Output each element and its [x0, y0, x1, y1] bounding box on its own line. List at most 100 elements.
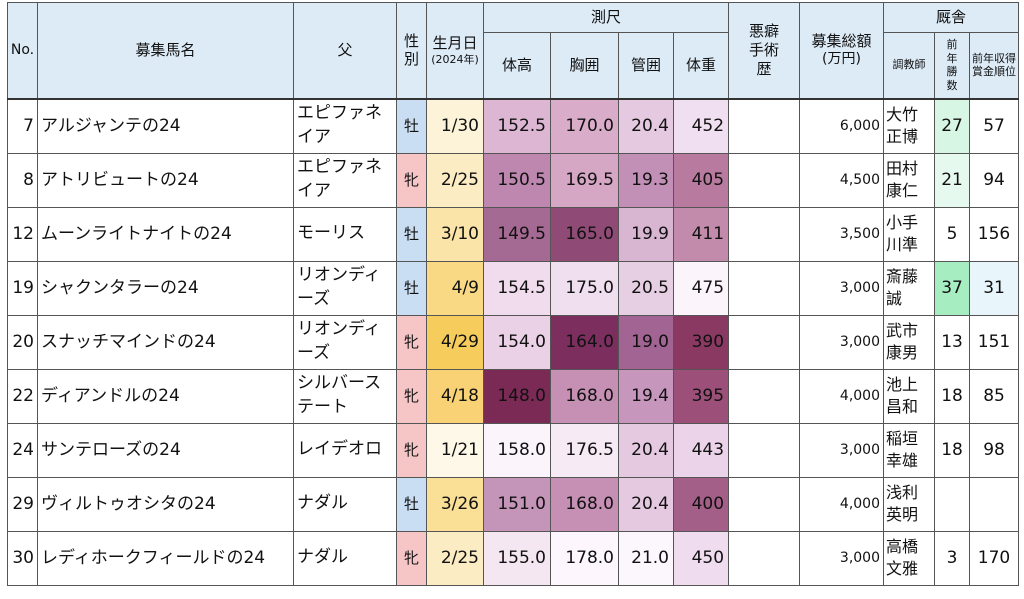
cell-trainer: 高橋文雅 [883, 530, 936, 586]
cell-no: 22 [7, 368, 38, 424]
header-cannon: 管囲 [618, 32, 674, 99]
header-weight: 体重 [672, 32, 730, 99]
cell-weight: 400 [672, 476, 730, 532]
cell-name: スナッチマインドの24 [37, 314, 294, 370]
cell-rank: 57 [969, 97, 1020, 154]
cell-cannon: 19.0 [618, 314, 674, 370]
header-fee-label: 募集総額 [811, 32, 872, 51]
header-no: No. [7, 2, 38, 99]
cell-surgery [728, 97, 801, 154]
cell-no: 7 [7, 97, 38, 154]
cell-no: 29 [7, 476, 38, 532]
cell-height: 155.0 [483, 530, 551, 586]
header-girth: 胸囲 [550, 32, 619, 99]
cell-no: 12 [7, 206, 38, 262]
cell-rank: 98 [969, 422, 1020, 478]
cell-rank: 156 [969, 206, 1020, 262]
table-row: 12 ムーンライトナイトの24 モーリス牡 3/10 149.5 165.0 19.9 411… [7, 206, 1020, 262]
cell-surgery [728, 476, 801, 532]
cell-girth: 176.5 [550, 422, 619, 478]
header-wins: 前年勝数 [934, 32, 971, 99]
cell-height: 152.5 [483, 97, 551, 154]
table-body: 7 アルジャンテの24 エピファネイア牡 1/30 152.5 170.0 20.4 452 6… [7, 97, 1020, 586]
cell-sex: 牝 [396, 152, 427, 208]
cell-wins [934, 476, 971, 532]
cell-cannon: 19.4 [618, 368, 674, 424]
header-rank: 前年収得賞金順位 [969, 32, 1020, 99]
cell-weight: 450 [672, 530, 730, 586]
cell-surgery [728, 368, 801, 424]
cell-sex: 牡 [396, 476, 427, 532]
cell-height: 158.0 [483, 422, 551, 478]
cell-trainer: 池上昌和 [883, 368, 936, 424]
cell-name: レディホークフィールドの24 [37, 530, 294, 586]
table-row: 22 ディアンドルの24 シルバーステート牝 4/18 148.0 168.0 19.4 39… [7, 368, 1020, 424]
header-rank-label: 前年収得賞金順位 [972, 51, 1017, 79]
cell-rank: 151 [969, 314, 1020, 370]
cell-sire: ナダル [293, 530, 397, 586]
cell-trainer: 稲垣幸雄 [883, 422, 936, 478]
cell-height: 151.0 [483, 476, 551, 532]
cell-cannon: 20.4 [618, 476, 674, 532]
table-row: 24 サンテローズの24 レイデオロ牝 1/21 158.0 176.5 20.4 443 3,… [7, 422, 1020, 478]
cell-name: アトリビュートの24 [37, 152, 294, 208]
cell-height: 150.5 [483, 152, 551, 208]
cell-fee: 4,000 [799, 368, 885, 424]
cell-cannon: 20.4 [618, 97, 674, 154]
cell-weight: 411 [672, 206, 730, 262]
cell-sire: エピファネイア [293, 97, 397, 154]
cell-sex: 牝 [396, 422, 427, 478]
cell-birth: 1/30 [426, 97, 484, 154]
header-surgery-label: 悪癖手術歴 [749, 22, 780, 78]
cell-fee: 3,000 [799, 422, 885, 478]
cell-no: 8 [7, 152, 38, 208]
cell-wins: 3 [934, 530, 971, 586]
cell-no: 20 [7, 314, 38, 370]
cell-name: シャクンタラーの24 [37, 260, 294, 316]
cell-weight: 452 [672, 97, 730, 154]
cell-girth: 165.0 [550, 206, 619, 262]
cell-surgery [728, 314, 801, 370]
cell-sire: モーリス [293, 206, 397, 262]
cell-no: 19 [7, 260, 38, 316]
header-birth: 生月日 (2024年) [426, 2, 484, 99]
cell-rank: 85 [969, 368, 1020, 424]
cell-fee: 3,000 [799, 314, 885, 370]
cell-birth: 3/10 [426, 206, 484, 262]
header-birth-year: (2024年) [431, 52, 479, 66]
cell-birth: 4/18 [426, 368, 484, 424]
cell-rank: 170 [969, 530, 1020, 586]
cell-surgery [728, 422, 801, 478]
cell-cannon: 20.5 [618, 260, 674, 316]
cell-birth: 1/21 [426, 422, 484, 478]
cell-height: 149.5 [483, 206, 551, 262]
header-sex-label: 性別 [403, 31, 419, 69]
cell-weight: 405 [672, 152, 730, 208]
cell-trainer: 田村康仁 [883, 152, 936, 208]
header-sex: 性別 [396, 2, 427, 99]
cell-girth: 170.0 [550, 97, 619, 154]
cell-cannon: 21.0 [618, 530, 674, 586]
cell-sire: リオンディーズ [293, 314, 397, 370]
cell-fee: 3,500 [799, 206, 885, 262]
cell-height: 154.0 [483, 314, 551, 370]
table-row: 29 ヴィルトゥオシタの24 ナダル牡 3/26 151.0 168.0 20.4 400 4,… [7, 476, 1020, 532]
cell-wins: 18 [934, 368, 971, 424]
cell-name: サンテローズの24 [37, 422, 294, 478]
cell-girth: 168.0 [550, 476, 619, 532]
cell-trainer: 浅利英明 [883, 476, 936, 532]
cell-rank: 31 [969, 260, 1020, 316]
horse-table: No. 募集馬名 父 性別 生月日 (2024年) 測尺 悪癖手術歴 募集総額 … [7, 2, 1020, 586]
cell-wins: 18 [934, 422, 971, 478]
header-height: 体高 [483, 32, 551, 99]
cell-name: ムーンライトナイトの24 [37, 206, 294, 262]
cell-birth: 3/26 [426, 476, 484, 532]
cell-fee: 3,000 [799, 530, 885, 586]
header-surgery: 悪癖手術歴 [728, 2, 801, 99]
cell-sex: 牡 [396, 97, 427, 154]
cell-wins: 13 [934, 314, 971, 370]
cell-girth: 175.0 [550, 260, 619, 316]
cell-no: 30 [7, 530, 38, 586]
cell-trainer: 小手川準 [883, 206, 936, 262]
cell-height: 154.5 [483, 260, 551, 316]
